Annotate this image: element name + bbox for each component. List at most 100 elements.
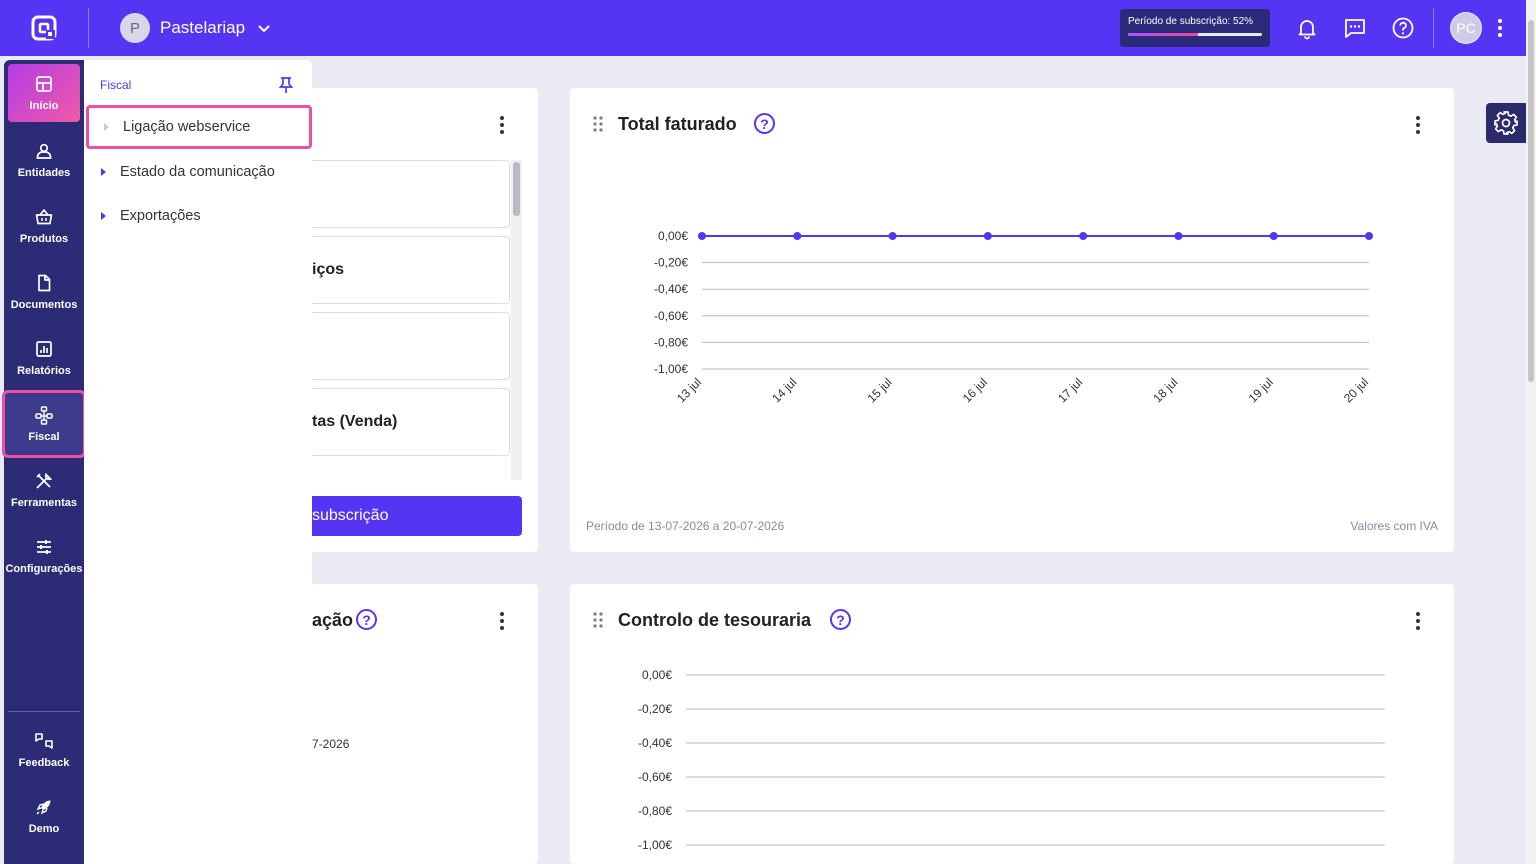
sidebar-item-feedback[interactable]: Feedback — [4, 720, 84, 780]
sidebar: Início Entidades Produtos Documentos Rel… — [2, 60, 86, 864]
x-tick-label: 20 jul — [1341, 375, 1371, 405]
flyout-item-estado-comunicacao[interactable]: Estado da comunicação — [84, 150, 312, 194]
y-tick-label: -0,20€ — [638, 702, 672, 716]
sidebar-item-entidades[interactable]: Entidades — [4, 130, 84, 190]
drag-handle-icon[interactable] — [593, 116, 603, 132]
subscription-period[interactable]: Período de subscrição: 52% — [1120, 9, 1270, 47]
data-point[interactable] — [793, 232, 802, 240]
sidebar-item-inicio[interactable]: Início — [8, 64, 80, 122]
y-tick-label: -0,40€ — [654, 282, 688, 296]
flyout-item-label: Exportações — [120, 208, 201, 224]
user-avatar[interactable]: PC — [1450, 12, 1482, 44]
sidebar-item-label: Início — [29, 100, 59, 112]
card-title: ação — [312, 610, 354, 630]
flyout-item-label: Estado da comunicação — [120, 164, 275, 180]
sidebar-item-demo[interactable]: Demo — [4, 786, 84, 846]
sliders-icon — [37, 540, 51, 554]
card-date: 7-2026 — [312, 737, 350, 751]
caret-right-icon — [101, 212, 106, 220]
y-tick-label: -1,00€ — [654, 362, 688, 376]
topbar-divider — [88, 8, 89, 48]
sidebar-item-label: Ferramentas — [10, 497, 78, 509]
bell-icon[interactable] — [1295, 16, 1319, 40]
flyout-item-ligacao-webservice[interactable]: Ligação webservice — [86, 105, 312, 149]
data-point[interactable] — [1079, 232, 1088, 240]
subscription-progress-bar — [1128, 33, 1262, 36]
x-tick-label: 13 jul — [674, 375, 704, 405]
company-selector[interactable]: P Pastelariap — [120, 13, 273, 43]
fiscal-flyout-menu: Fiscal Ligação webservice Estado da comu… — [84, 60, 312, 584]
total-faturado-card: Total faturado ? 0,00€ -0,20€ -0,40€ -0,60€… — [570, 88, 1454, 552]
app-logo-icon[interactable] — [30, 14, 58, 42]
data-point[interactable] — [1174, 232, 1183, 240]
document-icon — [38, 274, 51, 292]
sidebar-item-label: Entidades — [17, 167, 71, 179]
sidebar-item-label: Feedback — [18, 757, 70, 769]
sidebar-item-relatorios[interactable]: Relatórios — [4, 328, 84, 388]
sidebar-item-documentos[interactable]: Documentos — [4, 262, 84, 322]
sidebar-item-label: Demo — [28, 823, 60, 835]
pin-icon[interactable] — [278, 76, 294, 94]
help-icon[interactable]: ? — [356, 609, 377, 630]
data-point[interactable] — [1269, 232, 1278, 240]
subscription-label: Período de subscrição: 52% — [1128, 16, 1254, 27]
card-menu-icon[interactable] — [1416, 612, 1420, 630]
page-scrollbar[interactable] — [1526, 0, 1536, 864]
sidebar-item-label: Produtos — [19, 233, 69, 245]
x-tick-label: 16 jul — [960, 375, 990, 405]
controlo-tesouraria-card: Controlo de tesouraria ? 0,00€ -0,20€ -0,4… — [570, 584, 1454, 864]
top-bar: P Pastelariap Período de subscrição: 52%… — [0, 0, 1536, 56]
y-tick-label: -0,40€ — [638, 736, 672, 750]
data-point[interactable] — [1365, 232, 1373, 240]
card-scrollbar[interactable] — [511, 160, 522, 480]
sidebar-item-label: Documentos — [10, 299, 78, 311]
help-icon[interactable]: ? — [830, 609, 851, 630]
y-tick-label: -0,60€ — [654, 309, 688, 323]
caret-right-icon — [101, 168, 106, 176]
drag-handle-icon[interactable] — [593, 612, 603, 628]
list-item[interactable] — [312, 312, 510, 380]
gear-icon — [1494, 111, 1518, 135]
card-menu-icon[interactable] — [500, 612, 504, 630]
data-point[interactable] — [888, 232, 897, 240]
list-item[interactable]: tas (Venda) — [312, 388, 510, 456]
chat-icon[interactable] — [1343, 16, 1367, 40]
x-tick-label: 19 jul — [1246, 375, 1276, 405]
more-vertical-icon[interactable] — [1488, 16, 1512, 40]
data-point[interactable] — [983, 232, 992, 240]
basket-icon — [35, 209, 53, 225]
sidebar-item-ferramentas[interactable]: Ferramentas — [4, 460, 84, 520]
help-icon[interactable] — [1391, 16, 1415, 40]
caret-right-icon — [104, 123, 109, 131]
flyout-panel — [84, 584, 312, 864]
company-avatar: P — [120, 13, 150, 43]
list-item[interactable] — [312, 160, 510, 228]
y-tick-label: 0,00€ — [642, 668, 672, 682]
dashboard-icon — [36, 76, 52, 92]
card-menu-icon[interactable] — [500, 116, 504, 134]
settings-button[interactable] — [1486, 103, 1526, 143]
sidebar-item-configuracoes[interactable]: Configurações — [4, 526, 84, 586]
sidebar-divider — [8, 711, 80, 712]
tesouraria-chart: 0,00€ -0,20€ -0,40€ -0,60€ -0,80€ -1,00€ — [638, 668, 1385, 852]
subscription-button[interactable]: subscrição — [312, 496, 522, 536]
sidebar-item-fiscal[interactable]: Fiscal — [2, 390, 86, 458]
card-title: Total faturado — [618, 114, 737, 134]
sidebar-item-produtos[interactable]: Produtos — [4, 196, 84, 256]
y-tick-label: -0,20€ — [654, 256, 688, 270]
vat-note: Valores com IVA — [1350, 519, 1438, 533]
y-tick-label: -0,80€ — [638, 804, 672, 818]
y-tick-label: -1,00€ — [638, 838, 672, 852]
network-icon — [35, 406, 53, 425]
flyout-item-exportacoes[interactable]: Exportações — [84, 194, 312, 238]
sidebar-item-label: Fiscal — [28, 431, 60, 443]
subscription-progress-fill — [1128, 33, 1198, 36]
help-icon[interactable]: ? — [754, 113, 775, 134]
flyout-item-label: Ligação webservice — [123, 119, 251, 135]
list-item[interactable]: iços — [312, 236, 510, 304]
y-tick-label: -0,60€ — [638, 770, 672, 784]
card-menu-icon[interactable] — [1416, 116, 1420, 134]
x-tick-label: 14 jul — [769, 375, 799, 405]
period-label: Período de 13-07-2026 a 20-07-2026 — [586, 519, 785, 533]
data-point[interactable] — [698, 232, 706, 240]
